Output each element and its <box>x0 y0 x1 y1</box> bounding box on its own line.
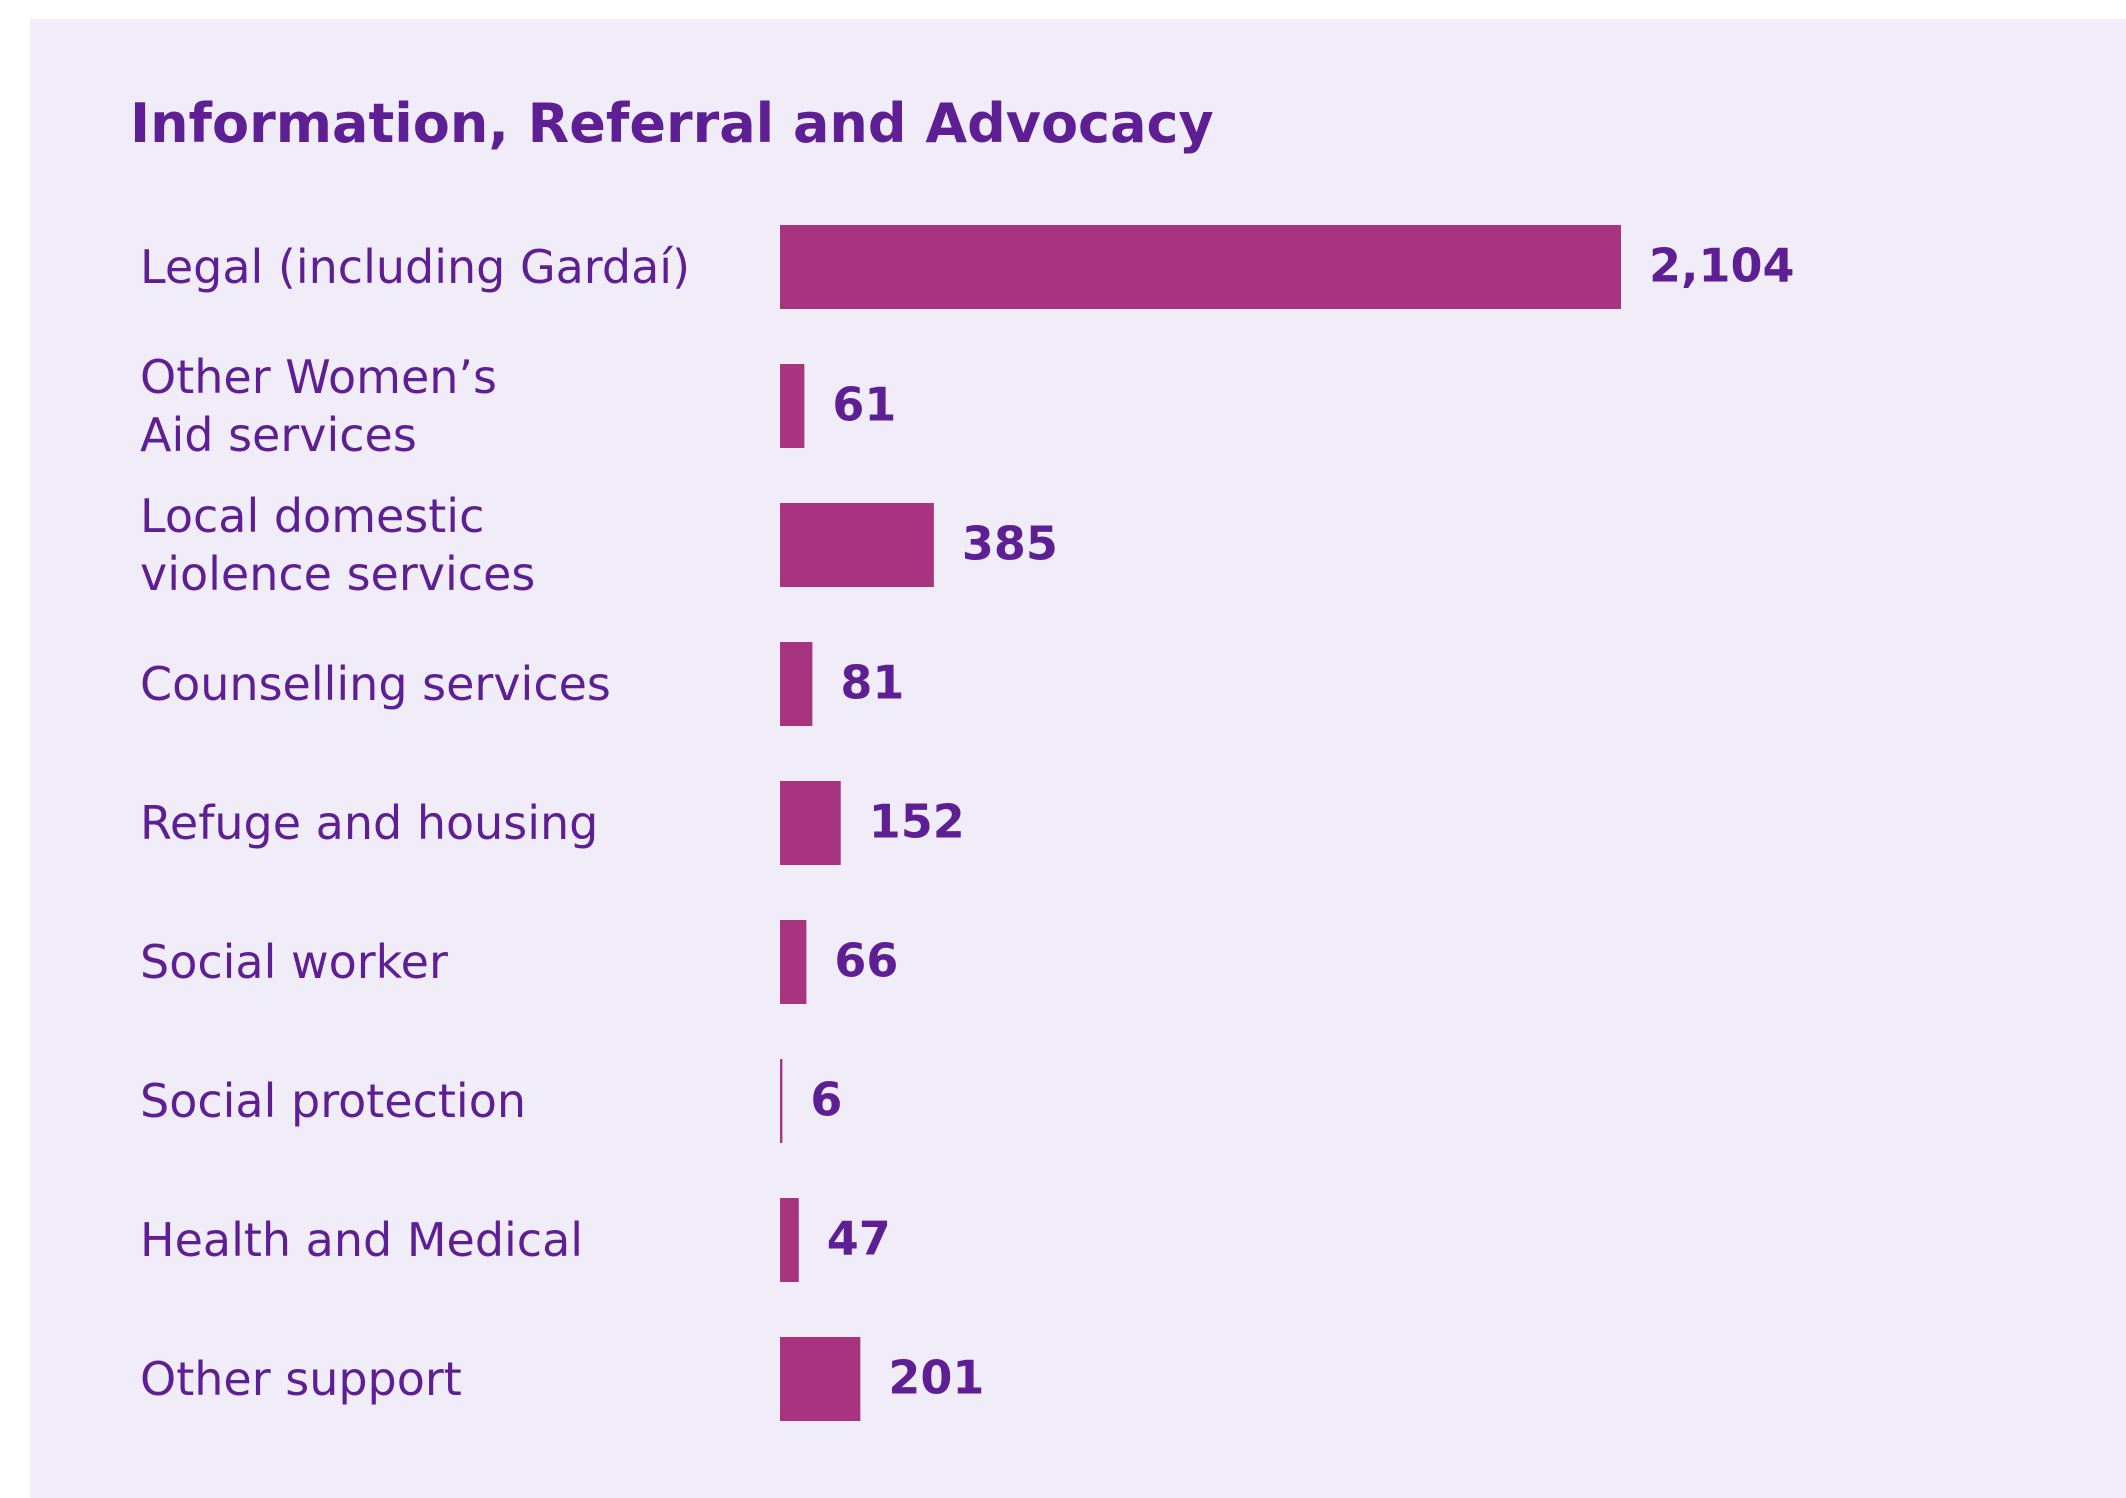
category-label: Refuge and housing <box>140 796 599 850</box>
bar <box>780 1337 861 1421</box>
bar <box>780 364 805 448</box>
value-label: 47 <box>827 1212 891 1266</box>
bar <box>780 781 841 865</box>
category-label: Social protection <box>140 1074 526 1128</box>
category-label: Other support <box>140 1352 462 1406</box>
category-label: Health and Medical <box>140 1213 584 1267</box>
category-label: Social worker <box>140 935 448 989</box>
chart-title: Information, Referral and Advocacy <box>130 92 1214 155</box>
value-label: 81 <box>840 656 904 710</box>
value-label: 2,104 <box>1649 239 1795 293</box>
value-label: 385 <box>962 517 1058 571</box>
bar <box>780 1198 799 1282</box>
bar <box>780 225 1621 309</box>
value-label: 152 <box>869 795 965 849</box>
bar <box>780 1059 783 1143</box>
value-label: 6 <box>810 1073 842 1127</box>
bar <box>780 642 813 726</box>
bar <box>780 920 807 1004</box>
category-label: Legal (including Gardaí) <box>140 240 691 294</box>
category-label: Local domestic violence services <box>140 489 536 601</box>
value-label: 66 <box>834 934 898 988</box>
bar <box>780 503 934 587</box>
value-label: 61 <box>832 378 896 432</box>
category-label: Counselling services <box>140 657 611 711</box>
category-label: Other Women’s Aid services <box>140 350 498 462</box>
value-label: 201 <box>888 1351 984 1405</box>
